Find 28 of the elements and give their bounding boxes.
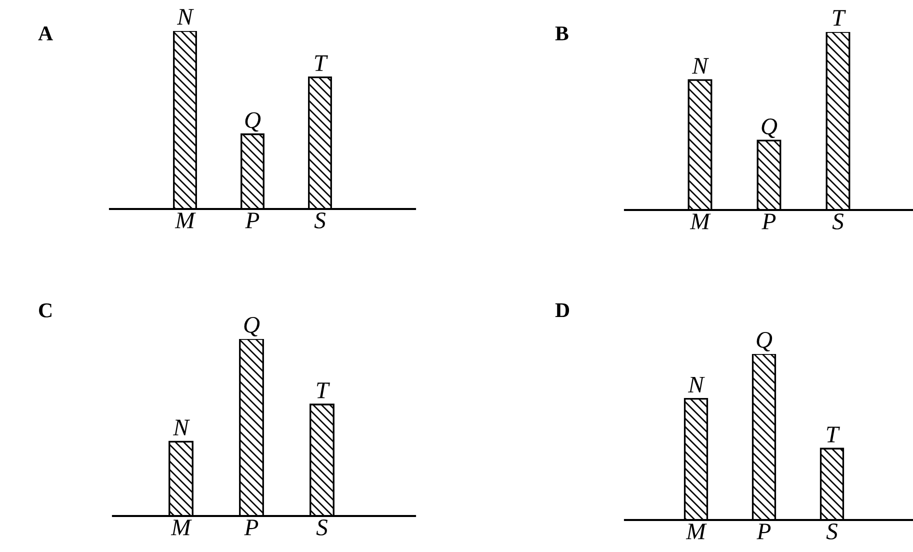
x-tick-label: M: [170, 520, 192, 536]
x-tick-label: M: [174, 212, 196, 228]
annotation: N: [692, 58, 709, 74]
annotation: T: [316, 382, 330, 398]
annotation: Q: [244, 316, 260, 336]
annotation: T: [832, 10, 846, 26]
annotation: Q: [756, 332, 772, 352]
annotation: N: [176, 9, 194, 25]
chart-title: D: [555, 303, 570, 318]
x-tick-label: S: [832, 214, 844, 230]
annotation: Q: [762, 118, 778, 138]
x-tick-label: P: [244, 520, 258, 536]
annotation: N: [688, 376, 705, 392]
x-tick-label: S: [314, 212, 326, 228]
x-tick-label: S: [316, 520, 328, 536]
x-tick-label: S: [826, 524, 838, 540]
chart-title: C: [39, 303, 52, 318]
x-tick-label: P: [762, 214, 776, 230]
x-tick-label: P: [756, 524, 771, 540]
x-tick-label: M: [686, 524, 707, 540]
annotation: N: [172, 420, 190, 436]
annotation: T: [314, 55, 328, 71]
annotation: T: [826, 426, 840, 442]
annotation: Q: [245, 112, 261, 132]
chart-title: B: [555, 26, 568, 40]
x-tick-label: P: [245, 212, 260, 228]
chart-title: A: [38, 26, 53, 40]
x-tick-label: M: [690, 214, 711, 230]
